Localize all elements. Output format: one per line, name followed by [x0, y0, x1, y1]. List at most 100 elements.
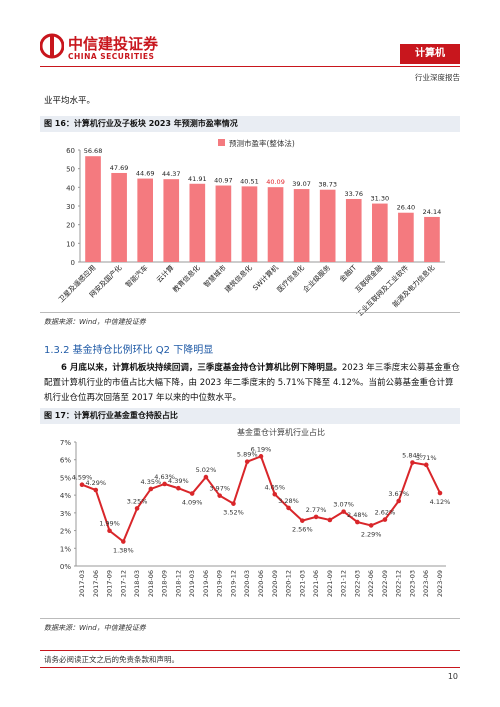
logo-icon — [40, 33, 64, 59]
bar — [189, 183, 206, 262]
y-tick-label: 0% — [60, 563, 71, 571]
value-label: 44.69 — [136, 170, 155, 178]
point — [203, 474, 209, 480]
x-tick-label: 2020-03 — [243, 570, 251, 597]
value-label: 2.62% — [375, 509, 396, 517]
point — [437, 490, 443, 496]
x-tick-label: 2020-06 — [257, 570, 265, 597]
rule — [40, 312, 460, 313]
value-label: 5.89% — [237, 451, 258, 459]
point — [410, 460, 415, 465]
brand: 中信建投证券 — [68, 35, 159, 53]
point — [423, 462, 429, 468]
point — [313, 514, 319, 520]
x-tick-label: 2022-09 — [381, 570, 389, 597]
point — [396, 498, 401, 504]
x-tick-label: 云计算 — [154, 263, 175, 284]
point — [272, 491, 278, 497]
bar — [163, 179, 180, 262]
value-label: 5.02% — [196, 466, 217, 474]
x-tick-label: 2023-06 — [422, 570, 430, 597]
footer-rule — [40, 650, 460, 651]
value-label: 3.52% — [223, 509, 244, 517]
line-chart: 基金重仓计算机行业占比 0% 1% 2% 3% 4% 5% 6% 7% 2017-03 2017-0… — [60, 427, 451, 597]
bar-chart: 0102030405060预测市盈率(整体法)56.68卫星及遥感应用47.69… — [56, 138, 445, 316]
value-label: 2.48% — [347, 511, 368, 519]
x-tick-label: 智能汽车 — [123, 263, 149, 289]
point — [148, 486, 154, 492]
x-tick-label: 2023-09 — [436, 570, 444, 597]
value-label: 4.12% — [430, 498, 451, 506]
figure-title: 图 16：计算机行业及子板块 2023 年预测市盈率情况 — [40, 116, 460, 132]
value-label: 3.28% — [278, 497, 299, 505]
point — [341, 509, 346, 514]
bar — [215, 185, 232, 262]
value-label: 3.97% — [209, 485, 230, 493]
value-label: 33.76 — [344, 190, 363, 198]
value-label: 44.37 — [162, 170, 181, 178]
value-label: 4.05% — [264, 483, 285, 491]
point — [327, 517, 333, 523]
x-tick-label: 2017-09 — [106, 570, 114, 597]
point — [258, 454, 264, 459]
brand-en: CHINA SECURITIES — [68, 52, 155, 61]
value-label: 1.38% — [113, 547, 134, 555]
value-label: 2.56% — [292, 526, 313, 534]
x-tick-label: 2018-06 — [147, 570, 155, 597]
bar — [319, 189, 336, 262]
x-tick-label: 2018-12 — [174, 570, 182, 597]
point — [231, 501, 236, 506]
x-tick-label: 教育信息化 — [171, 263, 202, 294]
x-tick-label: 2019-06 — [202, 570, 210, 597]
sector-tag: 计算机 — [400, 44, 460, 64]
point — [368, 523, 374, 528]
x-tick-label: 2023-03 — [408, 570, 416, 597]
y-tick-label: 10 — [66, 240, 75, 248]
y-tick-label: 0 — [71, 259, 75, 267]
y-tick-label: 40 — [66, 184, 75, 192]
y-tick-label: 20 — [66, 222, 75, 230]
point — [355, 519, 360, 525]
page-number: 10 — [447, 672, 458, 681]
point — [121, 539, 126, 544]
bar — [293, 189, 310, 262]
point — [382, 517, 388, 522]
point — [286, 505, 291, 511]
figure-title: 图 17：计算机行业基金重仓持股占比 — [40, 408, 460, 424]
source: 数据来源：Wind，中信建投证券 — [44, 624, 146, 632]
x-tick-label: 2017-06 — [92, 570, 100, 597]
point — [93, 487, 99, 493]
x-tick-label: 2022-06 — [367, 570, 375, 597]
x-tick-label: 2022-12 — [395, 570, 403, 597]
x-tick-label: 2017-12 — [119, 570, 127, 597]
y-tick-label: 3% — [60, 510, 71, 518]
footer-rule — [40, 667, 460, 668]
value-label: 4.59% — [72, 474, 93, 482]
y-tick-label: 6% — [60, 457, 71, 465]
point — [107, 528, 112, 534]
x-tick-label: 2022-03 — [353, 570, 361, 597]
value-label: 26.40 — [397, 204, 416, 212]
point — [244, 459, 250, 464]
x-tick-label: 2021-06 — [312, 570, 320, 597]
x-tick-label: 2019-12 — [229, 570, 237, 597]
intro-text: 业平均水平。 — [44, 96, 96, 106]
value-label: 40.97 — [214, 177, 233, 185]
y-tick-label: 60 — [66, 147, 75, 155]
x-tick-label: 建筑信息化 — [223, 263, 254, 294]
disclaimer: 请务必阅读正文之后的免责条款和声明。 — [44, 655, 179, 664]
point — [300, 518, 305, 523]
point — [189, 491, 195, 496]
value-label: 5.71% — [416, 454, 437, 462]
header-rule — [40, 66, 460, 67]
bar — [267, 187, 284, 262]
value-label: 4.29% — [85, 479, 106, 487]
value-label: 47.69 — [110, 164, 129, 172]
value-label: 4.35% — [141, 478, 162, 486]
legend-label: 预测市盈率(整体法) — [229, 138, 295, 148]
value-label: 2.77% — [306, 506, 327, 514]
y-tick-label: 30 — [66, 203, 75, 211]
paragraph: 6 月底以来，计算机板块持续回调，三季度基金持仓计算机比例下降明显。2023 年… — [44, 361, 460, 406]
value-label: 56.68 — [84, 147, 103, 155]
